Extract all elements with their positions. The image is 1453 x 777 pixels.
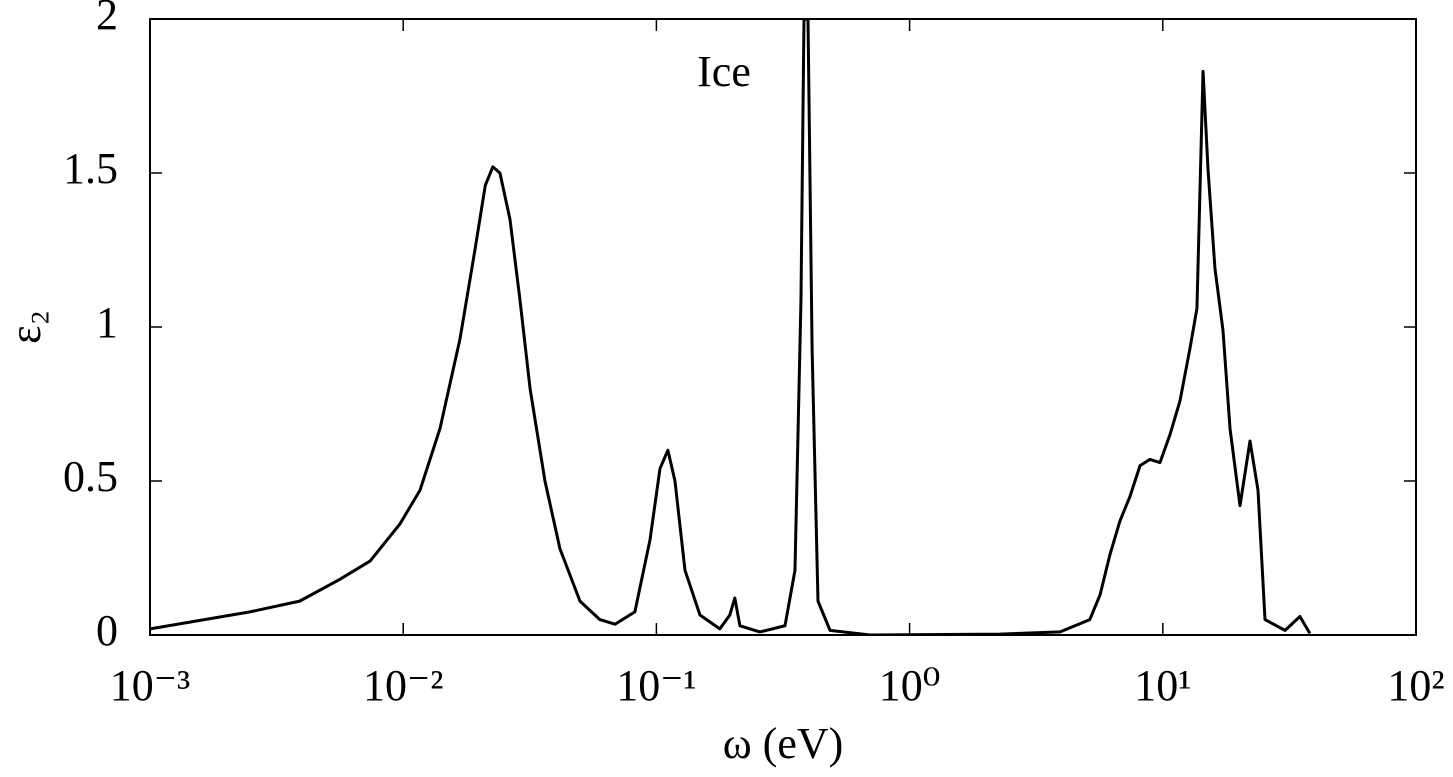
x-tick-label: 10⁻¹ [616,661,696,710]
x-axis-label: ω (eV) [723,719,844,768]
y-tick-label: 1.5 [63,144,118,193]
plot-frame [149,18,1417,636]
x-tick-label: 10² [1387,661,1444,710]
y-axis-label: ε₂ [1,310,50,344]
y-tick-label: 0.5 [63,452,118,501]
x-tick-label: 10⁰ [879,661,941,710]
y-tick-label: 2 [96,0,118,39]
y-tick-label: 0 [96,606,118,655]
data-line [150,19,1312,635]
x-tick-label: 10¹ [1134,661,1191,710]
x-tick-label: 10⁻³ [110,661,190,710]
annotation: Ice [697,47,751,96]
y-tick-label: 1 [96,298,118,347]
x-tick-label: 10⁻² [363,661,443,710]
